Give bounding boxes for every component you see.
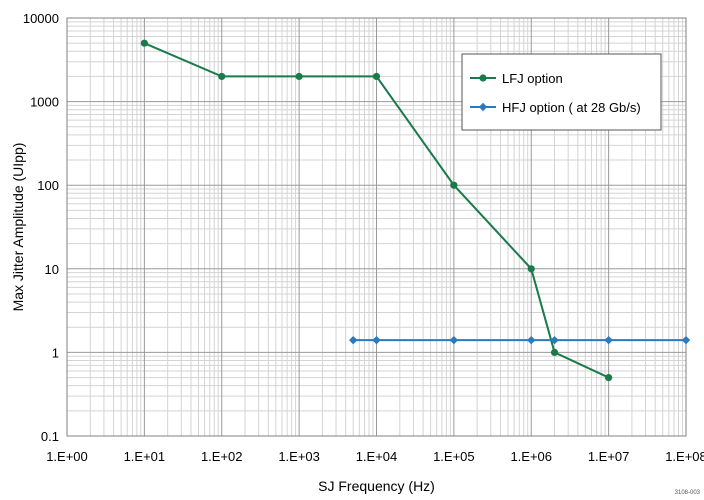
y-tick-label: 10 xyxy=(45,262,59,277)
data-point xyxy=(218,72,226,81)
data-point xyxy=(550,348,559,356)
y-tick-label: 100 xyxy=(37,178,59,193)
data-point xyxy=(605,373,613,382)
x-tick-labels: 1.E+00 1.E+01 1.E+02 1.E+03 1.E+04 1.E+05 1.E+… xyxy=(46,449,704,464)
y-tick-label: 10000 xyxy=(23,11,59,26)
x-tick-label: 1.E+01 xyxy=(124,449,166,464)
series-lfj xyxy=(140,39,613,382)
data-point xyxy=(527,265,535,273)
data-point xyxy=(604,335,613,345)
y-axis-title: Max Jitter Amplitude (UIpp) xyxy=(10,143,26,312)
data-point xyxy=(450,181,458,189)
data-point xyxy=(349,335,358,345)
legend: LFJ option HFJ option ( at 28 Gb/s) xyxy=(461,53,662,131)
x-axis-title: SJ Frequency (Hz) xyxy=(318,478,435,494)
series-hfj xyxy=(349,335,691,345)
legend-label: HFJ option ( at 28 Gb/s) xyxy=(502,100,641,115)
x-tick-label: 1.E+08 xyxy=(665,449,704,464)
legend-marker xyxy=(479,74,487,82)
x-tick-label: 1.E+06 xyxy=(510,449,552,464)
data-point xyxy=(140,39,148,47)
data-point xyxy=(527,335,536,345)
y-tick-label: 1000 xyxy=(30,95,59,110)
data-point xyxy=(372,72,381,81)
corner-note: 3108-003 xyxy=(675,490,701,496)
data-point xyxy=(550,335,559,345)
x-tick-label: 1.E+05 xyxy=(433,449,475,464)
legend-label: LFJ option xyxy=(502,71,563,86)
x-tick-label: 1.E+00 xyxy=(46,449,88,464)
series-line xyxy=(143,42,610,379)
y-tick-label: 0.1 xyxy=(41,429,59,444)
x-tick-label: 1.E+07 xyxy=(588,449,630,464)
legend-box xyxy=(461,53,662,131)
x-tick-label: 1.E+02 xyxy=(201,449,243,464)
y-tick-label: 1 xyxy=(52,345,59,360)
data-point xyxy=(449,335,459,345)
data-point xyxy=(681,335,691,345)
legend-marker xyxy=(478,102,488,112)
data-point xyxy=(295,72,303,81)
x-tick-label: 1.E+04 xyxy=(356,449,398,464)
series-layer xyxy=(140,39,691,382)
x-tick-label: 1.E+03 xyxy=(278,449,320,464)
data-point xyxy=(372,335,381,345)
plot-frame xyxy=(66,17,687,437)
y-tick-labels: 0.1 1 10 100 1000 10000 xyxy=(23,11,59,444)
